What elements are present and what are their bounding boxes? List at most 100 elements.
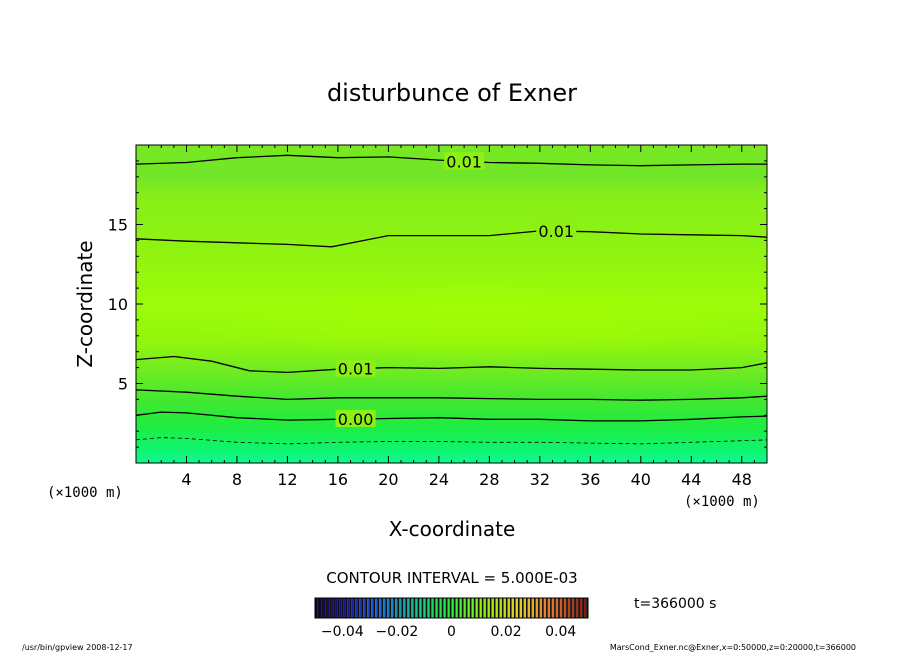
- colorbar-gap: [457, 598, 460, 618]
- colorbar-gap: [397, 598, 400, 618]
- colorbar-gap: [413, 598, 416, 618]
- colorbar-stripe: [511, 598, 514, 618]
- colorbar-stripe: [375, 598, 378, 618]
- colorbar-stripe: [519, 598, 522, 618]
- y-axis-ticks: 5 10 15: [108, 160, 767, 448]
- colorbar-gap: [425, 598, 428, 618]
- colorbar-gap: [429, 598, 432, 618]
- contour-label-bg-1: [536, 222, 577, 240]
- colorbar-tick-label-0: −0.04: [321, 624, 364, 640]
- colorbar-stripe: [367, 598, 370, 618]
- contour-lines: [135, 154, 768, 445]
- colorbar-stripe: [575, 598, 579, 618]
- heatmap-bright-region: [190, 280, 770, 360]
- colorbar-stripe: [331, 598, 334, 618]
- colorbar-gap: [558, 598, 560, 618]
- x-tick-label-3: 16: [328, 470, 348, 489]
- contour-line-5: [135, 437, 768, 445]
- colorbar-gap: [566, 598, 568, 618]
- colorbar-gap: [582, 598, 584, 618]
- colorbar-stripe: [535, 598, 539, 618]
- contour-line-3: [135, 389, 768, 401]
- colorbar-gap: [529, 598, 532, 618]
- colorbar-gap: [409, 598, 412, 618]
- x-tick-label-4: 20: [378, 470, 398, 489]
- colorbar-gap: [513, 598, 516, 618]
- colorbar-stripe: [467, 598, 470, 618]
- colorbar-gap: [325, 598, 328, 618]
- colorbar-stripe: [455, 598, 458, 618]
- colorbar-gap: [381, 598, 384, 618]
- colorbar-stripe: [475, 598, 478, 618]
- colorbar-stripe: [483, 598, 486, 618]
- colorbar-tick-label-4: 0.04: [545, 624, 576, 640]
- colorbar-gap: [525, 598, 528, 618]
- colorbar-tick-label-2: 0: [447, 624, 456, 640]
- colorbar-stripe: [543, 598, 547, 618]
- chart-title: disturbunce of Exner: [327, 79, 577, 107]
- colorbar-gap: [578, 598, 580, 618]
- colorbar-gap: [542, 598, 544, 618]
- colorbar-gap: [433, 598, 436, 618]
- footer-left: /usr/bin/gpview 2008-12-17: [22, 643, 133, 652]
- colorbar-stripe: [479, 598, 482, 618]
- colorbar-gap: [337, 598, 340, 618]
- colorbar-stripe: [567, 598, 571, 618]
- footer-right: MarsCond_Exner.nc@Exner,x=0:50000,z=0:20…: [610, 643, 856, 652]
- x-axis-ticks: 4 8 12 16 20 24 28 32 36 40 44 48: [148, 145, 755, 489]
- colorbar-gap: [321, 598, 324, 618]
- x-unit-left: (×1000 m): [47, 485, 123, 501]
- colorbar-stripe: [503, 598, 506, 618]
- x-tick-label-6: 28: [479, 470, 499, 489]
- contour-line-1: [135, 230, 768, 248]
- colorbar-stripe: [431, 598, 434, 618]
- colorbar: [315, 598, 588, 618]
- colorbar-gap: [534, 598, 536, 618]
- colorbar-gap: [477, 598, 480, 618]
- colorbar-tick-label-3: 0.02: [491, 624, 522, 640]
- x-axis-label: X-coordinate: [389, 517, 516, 541]
- colorbar-gap: [349, 598, 352, 618]
- colorbar-gap: [586, 598, 588, 618]
- x-unit-right: (×1000 m): [684, 494, 760, 510]
- colorbar-stripe: [555, 598, 559, 618]
- contour-label-bg-4: [335, 409, 376, 427]
- colorbar-gap: [570, 598, 572, 618]
- colorbar-stripe: [527, 598, 530, 618]
- colorbar-stripe: [579, 598, 583, 618]
- colorbar-gap: [405, 598, 408, 618]
- colorbar-gap: [481, 598, 484, 618]
- colorbar-gap: [501, 598, 504, 618]
- colorbar-stripe: [319, 598, 322, 618]
- colorbar-gap: [389, 598, 392, 618]
- colorbar-stripe: [359, 598, 362, 618]
- colorbar-gap: [421, 598, 424, 618]
- colorbar-stripe: [327, 598, 330, 618]
- colorbar-gap: [554, 598, 556, 618]
- x-tick-label-10: 44: [681, 470, 701, 489]
- colorbar-stripe: [571, 598, 575, 618]
- colorbar-stripe: [499, 598, 502, 618]
- contour-label-bg-2: [335, 359, 376, 377]
- colorbar-stripe: [363, 598, 366, 618]
- contour-line-4: [135, 411, 768, 422]
- colorbar-stripe: [495, 598, 498, 618]
- colorbar-gap: [329, 598, 332, 618]
- x-tick-label-2: 12: [277, 470, 297, 489]
- colorbar-stripe: [547, 598, 551, 618]
- colorbar-gap: [365, 598, 368, 618]
- colorbar-gap: [489, 598, 492, 618]
- colorbar-stripe: [487, 598, 490, 618]
- colorbar-stripe: [339, 598, 342, 618]
- colorbar-stripe: [523, 598, 526, 618]
- y-tick-label-0: 5: [118, 375, 128, 394]
- colorbar-stripe: [407, 598, 410, 618]
- y-axis-label: Z-coordinate: [73, 240, 97, 367]
- contour-label-4: 0.00: [338, 410, 374, 429]
- colorbar-stripe: [379, 598, 382, 618]
- colorbar-gap: [393, 598, 396, 618]
- colorbar-tick-label-1: −0.02: [375, 624, 418, 640]
- colorbar-gap: [385, 598, 388, 618]
- colorbar-stripe: [491, 598, 494, 618]
